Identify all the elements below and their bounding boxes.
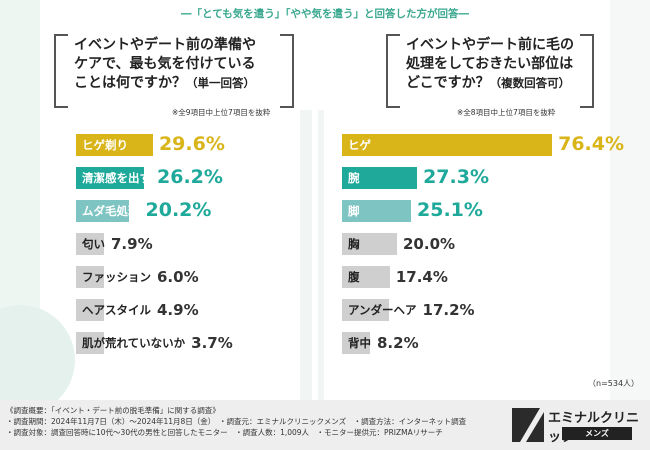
survey-target: ・調査対象：調査回答時に10代～30代の男性と回答したモニター ・調査人数：1,… <box>6 428 443 437</box>
right-note: ※全8項目中上位7項目を抜粋 <box>457 108 556 117</box>
clinic-logo-name: エミナルクリニック <box>548 411 640 445</box>
bar-value: 4.9% <box>157 301 199 319</box>
bar-value: 17.2% <box>422 301 475 319</box>
deco-center-stripe-2 <box>318 110 324 400</box>
right-bar-chart: ヒゲ 76.4% 腕 27.3% 脚 25.1% 胸 20.0% 腹 17.4% アンダーヘア 17.… <box>342 133 625 354</box>
bar-5 <box>76 266 104 288</box>
background-decoration <box>0 0 650 400</box>
clinic-logo-sub: メンズ <box>562 427 632 440</box>
bar-6 <box>342 299 390 321</box>
bar-label: 清潔感を出す <box>82 171 151 185</box>
bar-label: 胸 <box>348 237 360 251</box>
deco-right-band <box>610 0 650 400</box>
bar-value: 3.7% <box>191 334 233 352</box>
survey-title: 《調査概要：「イベント・デート前の脱毛準備」に関する調査》 <box>6 406 220 415</box>
bar-value: 20.0% <box>403 235 456 253</box>
left-note: ※全9項目中上位7項目を抜粋 <box>172 108 271 117</box>
bar-value: 17.4% <box>395 268 448 286</box>
bar-7 <box>76 332 104 354</box>
bar-4 <box>76 233 104 255</box>
bar-label: 腕 <box>348 171 360 185</box>
deco-center-stripe <box>300 110 312 400</box>
bar-3 <box>76 200 129 222</box>
bar-6 <box>76 299 104 321</box>
clinic-logo-icon <box>512 408 544 442</box>
bar-value: 76.4% <box>558 133 625 155</box>
bar-label: 匂い <box>82 237 105 251</box>
bar-1 <box>76 134 153 156</box>
bar-7 <box>342 332 370 354</box>
bar-value: 27.3% <box>423 166 489 188</box>
bar-value: 6.0% <box>157 268 199 286</box>
left-question-box: イベントやデート前の準備や ケアで、最も気を付けている ことは何ですか？（単一回… <box>54 34 294 108</box>
bar-label: ファッション <box>82 270 151 284</box>
header-note: ―「とても気を遣う」「やや気を遣う」と回答した方が回答― <box>181 8 469 20</box>
bar-label: 背中 <box>348 336 371 350</box>
bar-label: 脚 <box>348 204 360 218</box>
bar-2 <box>76 167 145 189</box>
bar-label: ヘアスタイル <box>82 303 151 317</box>
bar-value: 26.2% <box>157 166 223 188</box>
bar-label: 肌が荒れていないか <box>82 336 186 350</box>
bar-label: ムダ毛処理 <box>82 204 140 218</box>
sample-size: （n=534人） <box>588 379 640 388</box>
right-question-box: イベントやデート前に毛の 処理をしておきたい部位は どこですか？（複数回答可） <box>386 34 594 108</box>
left-bar-chart: ヒゲ剃り 29.6% 清潔感を出す 26.2% ムダ毛処理 20.2% 匂い 7.9% ファッシ… <box>0 0 325 400</box>
bar-value: 25.1% <box>417 199 483 221</box>
survey-info: 《調査概要：「イベント・デート前の脱毛準備」に関する調査》 ・調査期間：2024… <box>6 405 466 438</box>
bar-1 <box>342 134 553 156</box>
bar-value: 8.2% <box>377 334 419 352</box>
survey-period: ・調査期間：2024年11月7日（木）～2024年11月8日（金） ・調査元：エ… <box>6 417 467 426</box>
bar-value: 20.2% <box>145 199 212 221</box>
bar-3 <box>342 200 412 222</box>
bar-label: ヒゲ剃り <box>82 138 128 152</box>
bar-value: 29.6% <box>158 133 225 155</box>
left-question-text: イベントやデート前の準備や ケアで、最も気を付けている ことは何ですか？（単一回… <box>74 37 256 91</box>
bar-5 <box>342 266 390 288</box>
bar-2 <box>342 167 418 189</box>
bar-label: アンダーヘア <box>348 303 417 317</box>
bar-value: 7.9% <box>111 235 153 253</box>
bar-4 <box>342 233 397 255</box>
right-question-text: イベントやデート前に毛の 処理をしておきたい部位は どこですか？（複数回答可） <box>406 37 574 91</box>
bar-label: 腹 <box>348 270 360 284</box>
deco-circle <box>0 305 75 400</box>
bar-label: ヒゲ <box>348 138 371 152</box>
